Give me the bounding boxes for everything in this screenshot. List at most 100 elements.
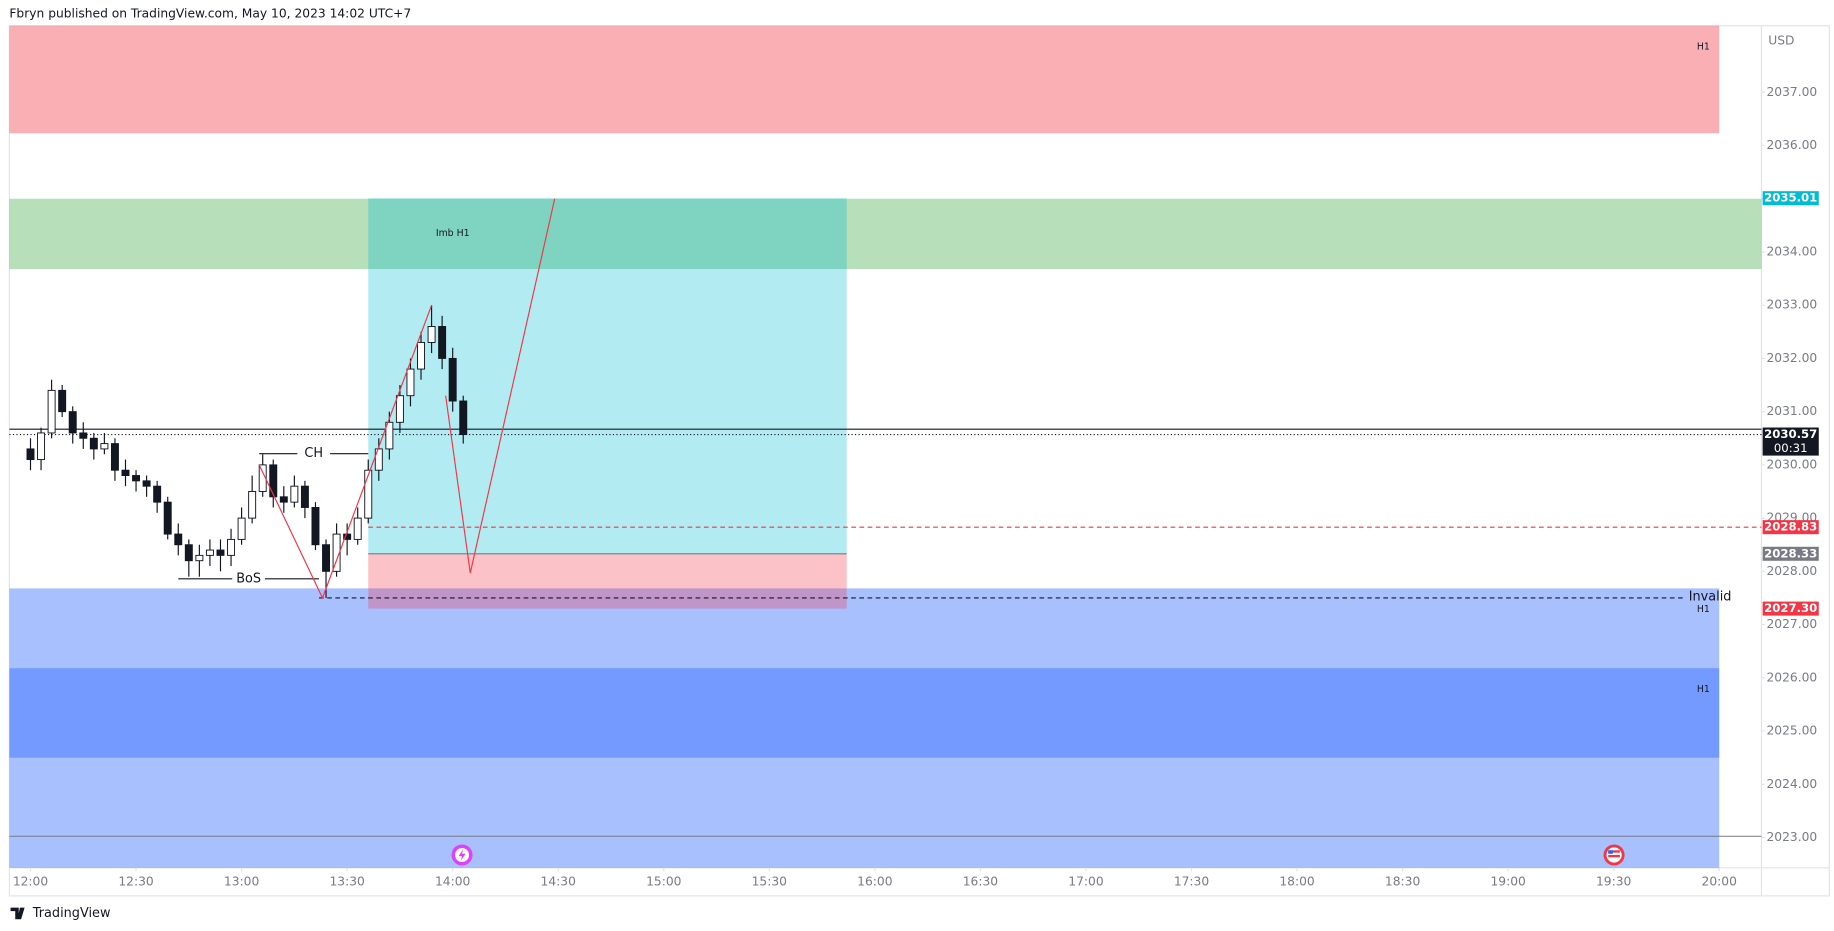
candle-body [248,491,257,519]
candle-body [153,485,162,503]
candle-body [459,400,468,436]
candle-body [163,501,172,535]
plot: H1 H1 H1 Imb H1 Invalid CH BoS [9,25,1762,868]
y-tick-label: 2026.00 [1766,670,1817,684]
y-tick-label: 2023.00 [1766,830,1817,844]
annotation: Imb H1 [436,228,470,239]
candle-body [195,554,204,562]
price-label: 2035.01 [1764,191,1817,205]
zone-label: H1 [1697,604,1710,615]
zone [9,25,1720,134]
candle-body [269,464,278,498]
price-label: 2028.33 [1764,546,1817,560]
logo [10,907,25,920]
candle-body [258,464,267,492]
x-tick-label: 15:00 [646,874,681,888]
candle-body [417,341,425,370]
y-tick-label: 2032.00 [1766,351,1817,365]
x-tick-label: 20:00 [1702,874,1737,888]
event-icon [451,844,473,866]
structure-label: CH [304,446,323,461]
price-label-box [1762,520,1819,535]
x-tick-label: 15:30 [752,874,787,888]
y-tick-label: 2037.00 [1766,85,1817,99]
structure-label: BoS [236,571,261,586]
candle-body [448,357,457,402]
price-label: 2027.30 [1764,601,1817,615]
price-label-box [1762,546,1819,561]
y-tick-label: 2031.00 [1766,404,1817,418]
x-tick-label: 19:00 [1490,874,1525,888]
candle-body [89,437,98,450]
x-tick-label: 17:30 [1174,874,1209,888]
frame [8,25,1830,897]
candle-body [110,443,119,471]
candle-body [205,549,214,556]
candle-body [237,517,246,540]
brand: TradingView [32,906,111,921]
candle-body [406,368,415,397]
candle-body [216,549,225,556]
y-tick-label: 2034.00 [1766,244,1817,258]
flag-icon [1603,844,1625,866]
x-tick-label: 18:00 [1279,874,1314,888]
zone-label: H1 [1697,684,1710,695]
loss-area [368,553,847,609]
candle-body [142,480,151,487]
x-tick-label: 16:30 [963,874,998,888]
x-tick-label: 14:00 [435,874,470,888]
x-tick-label: 13:00 [224,874,259,888]
zone [9,668,1720,868]
candle-body [121,469,130,476]
candle-body [438,326,447,359]
candle-body [68,411,77,434]
x-tick-label: 17:00 [1068,874,1103,888]
x-tick-label: 18:30 [1385,874,1420,888]
price-label-box [1762,601,1819,616]
candle-body [353,517,362,540]
candle-body [279,496,288,503]
y-tick-label: 2030.00 [1766,457,1817,471]
y-tick-label: 2033.00 [1766,298,1817,312]
y-tick-label: 2028.00 [1766,564,1817,578]
candle-body [47,389,56,434]
x-tick-label: 12:00 [13,874,48,888]
zone [9,588,1720,758]
publisher: Fbryn published on TradingView.com, May … [9,7,411,21]
zone-label: H1 [1697,41,1710,52]
candle-body [26,448,35,461]
candle-body [184,544,193,562]
candle-body [79,432,88,439]
candle-body [290,485,299,503]
candle-body [374,448,383,471]
candle-body [427,326,436,343]
x-tick-label: 12:30 [118,874,153,888]
price-label: 2028.83 [1764,520,1817,534]
candle-body [332,533,341,572]
zone [9,198,1762,269]
x-tick-label: 16:00 [857,874,892,888]
x-tick-label: 13:30 [329,874,364,888]
candle-body [174,533,183,546]
candle-body [37,432,46,461]
price-label-box [1762,191,1819,206]
candle-body [343,533,352,540]
path-projection [445,198,556,574]
x-tick-label: 19:30 [1596,874,1631,888]
profit-area [368,198,847,554]
candle-body [385,421,394,450]
y-tick-label: 2024.00 [1766,777,1817,791]
currency: USD [1768,33,1794,47]
candle-body [227,538,236,556]
candle-body [395,395,404,423]
candle-body [132,475,141,482]
candle-body [58,389,67,413]
x-tick-label: 14:30 [541,874,576,888]
candle-body [364,469,373,519]
candle-body [100,443,109,450]
candle-body [311,507,320,546]
price-label-box [1762,427,1819,456]
countdown: 00:31 [1774,441,1808,455]
